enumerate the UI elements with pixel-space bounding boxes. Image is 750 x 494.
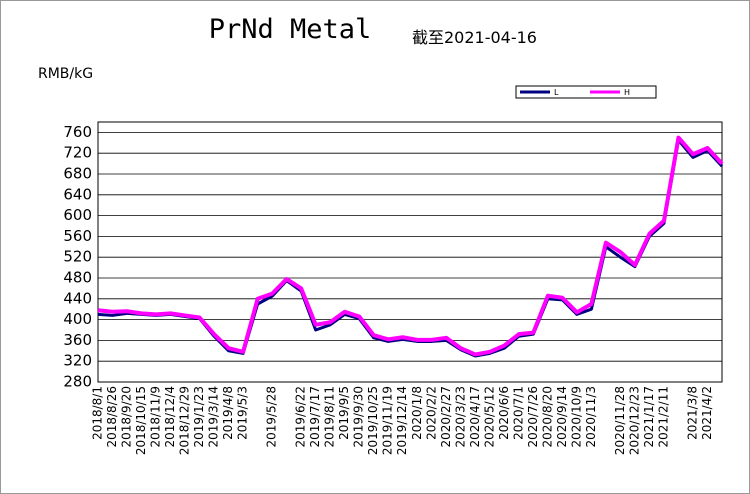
x-tick-label: 2019/11/19 bbox=[381, 386, 395, 455]
x-tick-label: 2019/3/14 bbox=[207, 386, 221, 448]
x-tick-label: 2020/12/23 bbox=[627, 386, 641, 455]
x-tick-label: 2019/1/23 bbox=[192, 386, 206, 448]
y-tick-label: 320 bbox=[63, 352, 92, 370]
x-tick-label: 2018/9/20 bbox=[120, 386, 134, 448]
x-tick-label: 2018/12/4 bbox=[163, 386, 177, 448]
y-tick-label: 440 bbox=[63, 289, 92, 307]
x-tick-label: 2019/4/8 bbox=[221, 386, 235, 440]
x-tick-label: 2018/10/15 bbox=[134, 386, 148, 455]
x-tick-label: 2020/4/17 bbox=[468, 386, 482, 448]
x-tick-label: 2019/9/30 bbox=[352, 386, 366, 448]
y-tick-label: 680 bbox=[63, 165, 92, 183]
x-tick-label: 2019/8/11 bbox=[323, 386, 337, 448]
x-tick-label: 2018/12/29 bbox=[178, 386, 192, 455]
legend-label: H bbox=[624, 88, 630, 97]
y-tick-label: 600 bbox=[63, 206, 92, 224]
x-tick-label: 2020/11/28 bbox=[613, 386, 627, 455]
y-tick-label: 520 bbox=[63, 248, 92, 266]
x-tick-label: 2020/7/1 bbox=[511, 386, 525, 440]
chart-subtitle: 截至2021-04-16 bbox=[412, 28, 537, 47]
x-tick-label: 2020/2/2 bbox=[424, 386, 438, 440]
y-axis-label: RMB/kG bbox=[38, 66, 93, 82]
x-tick-label: 2019/12/14 bbox=[395, 386, 409, 455]
x-tick-label: 2020/1/8 bbox=[410, 386, 424, 440]
x-tick-label: 2020/6/6 bbox=[497, 386, 511, 440]
x-tick-label: 2019/5/28 bbox=[265, 386, 279, 448]
x-tick-label: 2018/8/1 bbox=[91, 386, 105, 440]
x-tick-label: 2020/7/26 bbox=[526, 386, 540, 448]
y-tick-label: 760 bbox=[63, 123, 92, 141]
x-tick-label: 2021/1/17 bbox=[642, 386, 656, 448]
x-tick-label: 2019/5/3 bbox=[236, 386, 250, 440]
x-tick-label: 2020/10/9 bbox=[569, 386, 583, 448]
legend bbox=[515, 85, 657, 99]
x-tick-label: 2021/4/2 bbox=[700, 386, 714, 440]
x-tick-label: 2020/8/20 bbox=[540, 386, 554, 448]
x-tick-label: 2019/7/17 bbox=[308, 386, 322, 448]
x-tick-label: 2019/10/25 bbox=[366, 386, 380, 455]
x-tick-label: 2020/2/27 bbox=[439, 386, 453, 448]
y-tick-label: 640 bbox=[63, 185, 92, 203]
x-tick-label: 2021/2/11 bbox=[656, 386, 670, 448]
y-tick-label: 280 bbox=[63, 373, 92, 391]
chart-title: PrNd Metal bbox=[209, 14, 372, 45]
y-tick-label: 360 bbox=[63, 331, 92, 349]
y-tick-label: 480 bbox=[63, 269, 92, 287]
series-line bbox=[97, 135, 724, 357]
x-tick-label: 2020/11/3 bbox=[584, 386, 598, 448]
y-tick-label: 400 bbox=[63, 310, 92, 328]
plot-area bbox=[97, 121, 723, 383]
y-tick-label: 720 bbox=[63, 144, 92, 162]
x-tick-label: 2019/6/22 bbox=[294, 386, 308, 448]
x-tick-label: 2020/9/14 bbox=[555, 386, 569, 448]
legend-label: L bbox=[554, 88, 559, 97]
x-tick-label: 2019/9/5 bbox=[337, 386, 351, 440]
x-tick-label: 2020/3/23 bbox=[453, 386, 467, 448]
x-tick-label: 2018/11/9 bbox=[149, 386, 163, 448]
y-tick-label: 560 bbox=[63, 227, 92, 245]
x-tick-label: 2020/5/12 bbox=[482, 386, 496, 448]
x-tick-label: 2018/8/26 bbox=[105, 386, 119, 448]
x-tick-label: 2021/3/8 bbox=[685, 386, 699, 440]
